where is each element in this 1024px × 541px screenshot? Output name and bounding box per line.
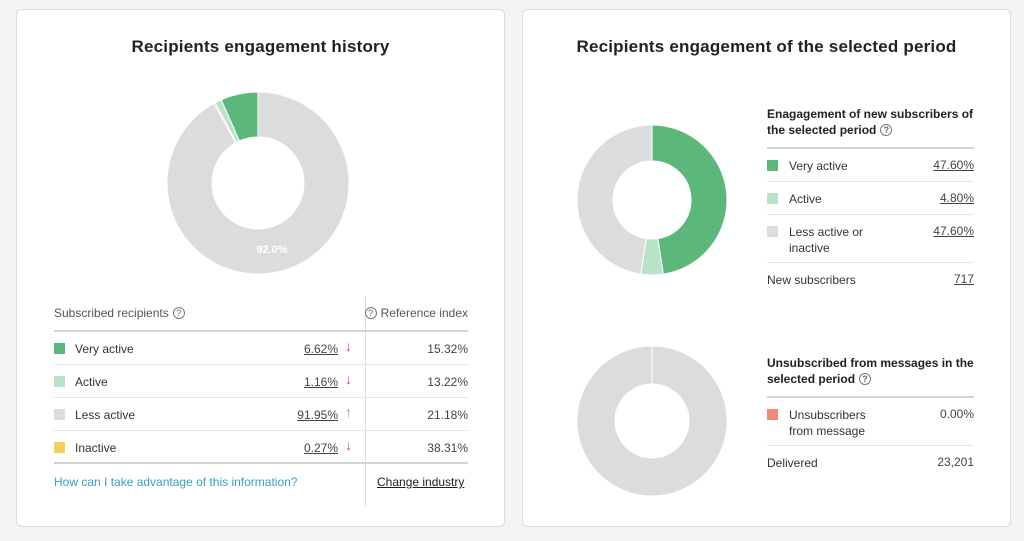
slice-delivered: [576, 345, 728, 497]
row-value[interactable]: 1.16%: [303, 375, 338, 389]
legend-swatch: [54, 409, 65, 420]
row-label: Inactive: [75, 441, 117, 455]
row-label: Very active: [789, 159, 848, 173]
trend-down-icon: ↓: [345, 371, 352, 387]
trend-up-icon: ↑: [345, 404, 352, 420]
unsubscribers-label: Unsubscribers from message: [789, 408, 866, 438]
engagement-history-card: Recipients engagement history 92.0% Subs…: [16, 9, 505, 527]
row-label: Active: [789, 192, 822, 206]
help-link[interactable]: How can I take advantage of this informa…: [54, 475, 298, 489]
change-industry-link[interactable]: Change industry: [377, 475, 465, 489]
legend-swatch: [54, 343, 65, 354]
help-icon[interactable]: ?: [859, 373, 872, 385]
table-row: Very active 6.62% ↓ 15.32%: [54, 332, 468, 365]
reference-value: 38.31%: [427, 441, 468, 455]
trend-down-icon: ↓: [345, 437, 352, 453]
row-value[interactable]: 47.60%: [933, 158, 974, 172]
list-item: Active 4.80%: [767, 182, 974, 215]
table-header: Subscribed recipients? ? Reference index: [54, 296, 468, 332]
new-subscribers-total-label: New subscribers: [767, 273, 856, 287]
engagement-history-donut: 92.0%: [166, 91, 350, 275]
selected-period-title: Recipients engagement of the selected pe…: [576, 37, 957, 56]
unsubscribed-table: Unsubscribers from message 0.00% Deliver…: [767, 396, 974, 479]
help-icon[interactable]: ?: [364, 307, 377, 319]
new-subscribers-heading: Enagagement of new subscribers of the se…: [767, 107, 974, 137]
legend-swatch: [767, 160, 778, 171]
subscribed-recipients-header: Subscribed recipients: [54, 306, 169, 320]
reference-value: 13.22%: [427, 375, 468, 389]
unsubscribed-heading: Unsubscribed from messages in the select…: [767, 356, 974, 386]
delivered-row: Delivered 23,201: [767, 446, 974, 479]
help-icon[interactable]: ?: [880, 124, 893, 136]
table-row: Less active 91.95% ↑ 21.18%: [54, 398, 468, 431]
legend-swatch: [54, 376, 65, 387]
row-label: Less active or inactive: [789, 225, 864, 255]
help-icon[interactable]: ?: [172, 307, 185, 319]
trend-down-icon: ↓: [345, 338, 352, 354]
list-item: Less active or inactive 47.60%: [767, 215, 974, 263]
row-value[interactable]: 4.80%: [939, 191, 974, 205]
engagement-history-title: Recipients engagement history: [131, 37, 390, 56]
unsubscribed-donut: [576, 345, 728, 497]
row-label: Less active: [75, 408, 136, 422]
row-label: Very active: [75, 342, 134, 356]
new-subscribers-donut: [576, 124, 728, 276]
table-row: Inactive 0.27% ↓ 38.31%: [54, 431, 468, 464]
row-value[interactable]: 91.95%: [297, 408, 338, 422]
reference-index-header: Reference index: [380, 306, 468, 320]
donut-data-label: 92.0%: [256, 244, 287, 256]
unsubscribers-swatch: [767, 409, 778, 420]
selected-period-card: Recipients engagement of the selected pe…: [522, 9, 1011, 527]
new-subscribers-table: Very active 47.60% Active 4.80% Less active …: [767, 147, 974, 296]
legend-swatch: [54, 442, 65, 453]
subscribed-recipients-table: Subscribed recipients? ? Reference index …: [54, 296, 468, 506]
row-value[interactable]: 6.62%: [303, 342, 338, 356]
new-subscribers-total-row: New subscribers 717: [767, 263, 974, 296]
delivered-value: 23,201: [937, 455, 974, 469]
unsubscribers-value: 0.00%: [939, 407, 974, 421]
row-value[interactable]: 0.27%: [303, 441, 338, 455]
new-subscribers-total-value[interactable]: 717: [953, 272, 974, 286]
reference-value: 15.32%: [427, 342, 468, 356]
row-label: Active: [75, 375, 108, 389]
table-row: Active 1.16% ↓ 13.22%: [54, 365, 468, 398]
row-value[interactable]: 47.60%: [933, 224, 974, 238]
table-divider: [365, 296, 366, 506]
list-item: Very active 47.60%: [767, 149, 974, 182]
slice-very-active: [651, 124, 728, 275]
reference-value: 21.18%: [427, 408, 468, 422]
delivered-label: Delivered: [767, 456, 818, 470]
unsubscribers-row: Unsubscribers from message 0.00%: [767, 398, 974, 446]
slice-very-active: [220, 91, 259, 142]
legend-swatch: [767, 226, 778, 237]
slice-less-active: [166, 91, 350, 275]
legend-swatch: [767, 193, 778, 204]
slice-less-active: [576, 124, 653, 275]
